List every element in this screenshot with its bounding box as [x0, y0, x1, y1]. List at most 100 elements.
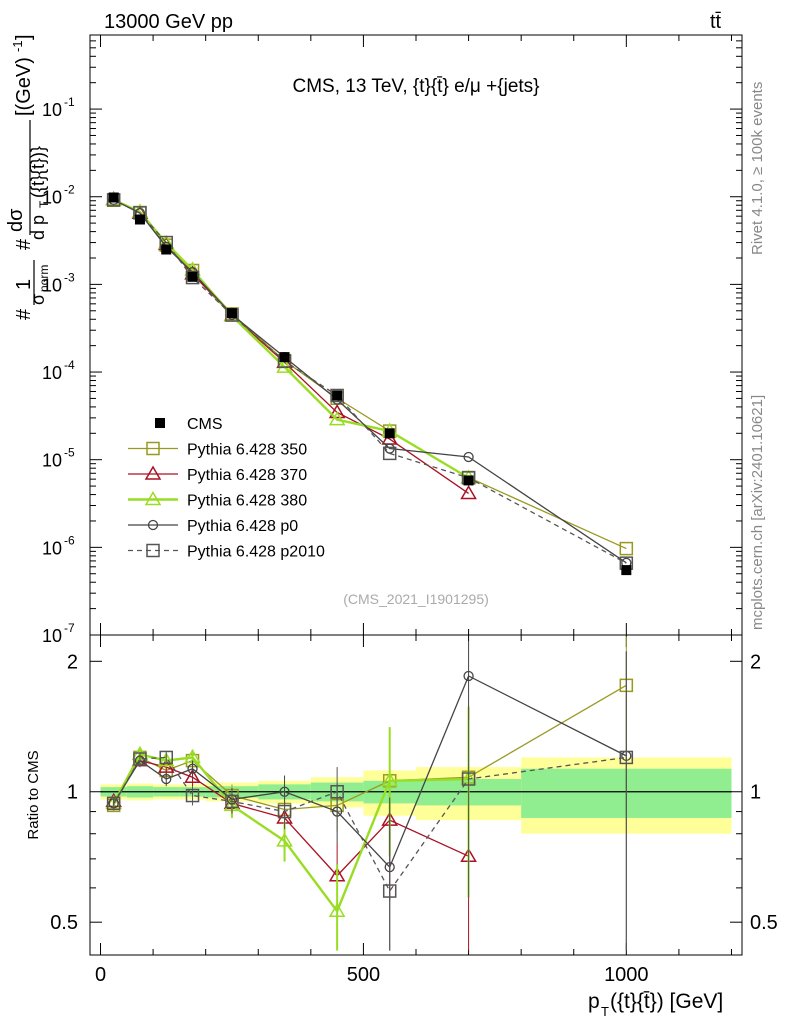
ratio-point-4: [330, 784, 344, 799]
ratio-point-3: [161, 773, 172, 785]
ylabel-main-norm: norm: [37, 265, 51, 292]
legend-marker-2: [144, 491, 162, 506]
ylabel-main-exp: -1: [10, 40, 25, 52]
ratio-y-tick-label-right: 1: [750, 782, 761, 804]
series-point-1: [328, 403, 346, 419]
rivet-label: Rivet 4.1.0, ≥ 100k events: [749, 82, 766, 255]
series-point-1: [460, 484, 477, 500]
y-tick-exponent: -6: [64, 533, 75, 547]
y-tick-exponent: -5: [64, 446, 75, 460]
xlabel-T: T: [601, 1004, 609, 1019]
data-point: [463, 475, 474, 486]
series-point-2: [328, 411, 346, 426]
series-line-4: [113, 199, 627, 564]
ylabel-main-dsigma: dσ: [5, 208, 27, 232]
ratio-point-2: [157, 752, 175, 767]
ylabel-ratio: Ratio to CMS: [25, 750, 42, 839]
ratio-axis-ticks: 0 500 1000 0.5 0.5 1 1 2 2: [50, 635, 778, 986]
legend-label-4: Pythia 6.428 p2010: [187, 544, 325, 561]
ratio-point-4: [225, 794, 239, 809]
series-point-4: [382, 446, 397, 461]
ylabel-main-unit: [(GeV): [13, 57, 35, 116]
main-series: [105, 190, 634, 576]
main-panel: CMS, 13 TeV, {t}{t̄} e/μ +{jets} (CMS_20…: [5, 34, 743, 646]
y-tick-label: 10: [42, 275, 62, 295]
y-tick-label: 10: [42, 363, 62, 383]
ratio-point-4: [133, 752, 147, 766]
ratio-y-tick-label: 0.5: [50, 912, 78, 934]
xlabel-rest: ({t}{t̄}) [GeV]: [610, 990, 723, 1013]
series-point-4: [330, 388, 344, 403]
ratio-panel: 0 500 1000 0.5 0.5 1 1 2 2 Ratio to CMS: [25, 634, 778, 986]
y-tick-label: 10: [42, 626, 62, 646]
data-point: [621, 565, 632, 576]
ratio-point-4: [382, 884, 397, 898]
data-point: [134, 214, 145, 225]
main-ylabel: # 1 σ norm # dσ d p T ({t}{t̄})} [(GeV) …: [5, 34, 51, 320]
legend-label-1: Pythia 6.428 370: [187, 467, 307, 484]
ratio-point-1: [184, 768, 201, 784]
data-point: [108, 192, 119, 203]
series-line-3: [113, 199, 627, 564]
y-tick-exponent: -4: [64, 358, 75, 372]
ylabel-main-c: #: [13, 238, 35, 250]
legend-marker-3: [147, 519, 159, 531]
x-tick-label: 500: [347, 964, 380, 986]
x-tick-label: 0: [95, 964, 106, 986]
y-tick-label: 10: [42, 188, 62, 208]
data-point: [384, 428, 395, 439]
ylabel-main-a: #: [13, 308, 35, 320]
series-point-2: [276, 358, 293, 373]
ratio-point-4: [106, 796, 121, 811]
legend-marker-4: [146, 543, 160, 558]
ratio-y-tick-label: 2: [67, 651, 78, 673]
ratio-point-4: [461, 772, 476, 786]
y-tick-exponent: -3: [64, 270, 75, 284]
ylabel-main-denom: d p: [28, 215, 48, 240]
chart-title: CMS, 13 TeV, {t}{t̄} e/μ +{jets}: [292, 76, 539, 97]
legend-data-marker: [155, 418, 165, 428]
ratio-series: [105, 636, 634, 951]
legend-marker-0: [146, 441, 160, 456]
xlabel: p T ({t}{t̄}) [GeV]: [588, 990, 723, 1019]
legend-marker-1: [144, 465, 162, 480]
x-tick-label: 1000: [604, 964, 649, 986]
y-tick-exponent: -2: [64, 183, 75, 197]
ylabel-main-T: T: [37, 200, 51, 208]
ratio-y-tick-label: 1: [67, 782, 78, 804]
ratio-point-4: [277, 804, 292, 819]
data-point: [226, 308, 237, 319]
y-tick-exponent: -1: [64, 95, 75, 109]
data-point: [279, 352, 290, 363]
ratio-point-3: [187, 763, 198, 774]
y-tick-label: 10: [42, 451, 62, 471]
series-point-3: [463, 451, 474, 463]
main-axis-ticks: 10-710-610-510-410-310-210-1: [42, 35, 742, 646]
ratio-line-4: [113, 756, 627, 893]
legend-label-2: Pythia 6.428 380: [187, 493, 307, 510]
ratio-point-4: [159, 750, 173, 765]
xlabel-p: p: [588, 990, 600, 1013]
legend-label-3: Pythia 6.428 p0: [187, 518, 298, 535]
analysis-id: (CMS_2021_I1901295): [343, 591, 489, 607]
process-header: tt̄: [710, 11, 722, 33]
data-point: [187, 271, 198, 282]
ratio-y-tick-label-right: 0.5: [750, 912, 778, 934]
series-point-0: [619, 541, 634, 556]
ratio-point-4: [619, 750, 634, 765]
ylabel-main-b: 1: [13, 279, 35, 290]
energy-header: 13000 GeV pp: [104, 11, 233, 33]
ratio-point-2: [381, 772, 399, 787]
ylabel-main-sigma: σ: [28, 294, 48, 305]
ylabel-main-close: ]: [13, 34, 35, 40]
ratio-y-tick-label-right: 2: [750, 651, 761, 673]
data-point: [161, 244, 172, 255]
legend: CMS Pythia 6.428 350 Pythia 6.428 370 Pythi…: [128, 416, 325, 561]
ratio-point-4: [185, 788, 200, 803]
ratio-point-2: [328, 902, 346, 917]
ratio-line-3: [113, 675, 627, 869]
ratio-point-2: [276, 832, 293, 847]
y-tick-label: 10: [42, 538, 62, 558]
mcplots-label: mcplots.cern.ch [arXiv:2401.10621]: [749, 395, 766, 630]
